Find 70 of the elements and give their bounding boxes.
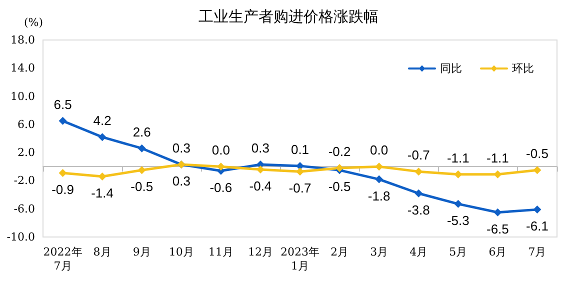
point — [375, 162, 384, 171]
point — [454, 200, 462, 208]
data-label: -1.1 — [446, 150, 470, 166]
y-tick-label: -10.0 — [6, 230, 35, 244]
y-axis-title: (%) — [24, 16, 43, 29]
x-tick-label: 5月 — [449, 246, 468, 258]
point — [216, 162, 225, 171]
y-tick-label: -2.0 — [14, 174, 35, 188]
data-label: -0.7 — [288, 180, 312, 196]
chart-title: 工业生产者购进价格涨跌幅 — [198, 8, 378, 26]
data-label: 0.3 — [251, 140, 270, 156]
y-tick-label: -6.0 — [14, 202, 35, 216]
data-label: -0.5 — [328, 179, 351, 194]
x-tick-label: 3月 — [370, 246, 388, 258]
point — [138, 144, 146, 152]
point — [58, 116, 67, 125]
y-tick-label: 18.0 — [10, 34, 35, 46]
point — [296, 168, 304, 176]
legend-label: 同比 — [440, 62, 462, 75]
data-label: -5.3 — [446, 212, 470, 228]
point — [138, 166, 146, 174]
data-label: 0.3 — [172, 174, 190, 189]
data-label: -1.4 — [91, 185, 114, 200]
y-tick-label: 14.0 — [10, 62, 35, 75]
y-tick-label: 2.0 — [18, 146, 35, 160]
data-label: 0.1 — [290, 142, 310, 157]
data-label: -3.8 — [407, 202, 430, 218]
x-tick-label: 12月 — [248, 246, 273, 258]
x-tick-label: 11月 — [208, 246, 234, 258]
x-tick-label: 2022年 7月 — [43, 246, 82, 272]
data-label: 0.0 — [212, 142, 230, 158]
data-label: -0.9 — [52, 182, 74, 197]
data-label: -0.6 — [210, 180, 232, 195]
data-label: -0.5 — [526, 146, 548, 162]
legend-label: 环比 — [512, 62, 534, 75]
data-label: -6.5 — [486, 221, 509, 236]
point — [375, 175, 384, 184]
point — [533, 166, 542, 174]
data-label: -6.1 — [526, 218, 548, 234]
data-label: -1.1 — [486, 150, 509, 166]
point — [98, 133, 106, 142]
point — [414, 189, 423, 198]
data-label: 0.3 — [172, 140, 190, 156]
data-label: -0.4 — [249, 178, 272, 194]
point — [494, 170, 502, 178]
x-tick-label: 2023年 1月 — [280, 246, 320, 272]
data-label: 6.5 — [54, 96, 72, 112]
x-tick-label: 8月 — [93, 246, 112, 258]
data-label: -0.5 — [130, 179, 154, 194]
x-tick-label: 7月 — [528, 246, 546, 258]
data-label: 0.0 — [370, 142, 388, 158]
point — [494, 208, 502, 216]
data-label: -0.2 — [328, 144, 351, 160]
point — [414, 168, 423, 176]
point — [58, 168, 67, 177]
data-label: -0.7 — [407, 148, 430, 163]
point — [296, 162, 304, 170]
point — [454, 170, 462, 178]
x-tick-label: 2月 — [330, 246, 349, 258]
data-label: 4.2 — [93, 113, 112, 128]
x-tick-label: 10月 — [168, 246, 194, 258]
x-tick-label: 4月 — [410, 246, 428, 258]
data-label: -1.8 — [368, 188, 390, 204]
point — [98, 172, 106, 180]
x-tick-label: 9月 — [132, 246, 151, 258]
x-tick-label: 6月 — [488, 246, 507, 258]
point — [533, 206, 542, 214]
data-label: 2.6 — [132, 124, 151, 140]
y-tick-label: 6.0 — [18, 118, 35, 131]
y-tick-label: 10.0 — [10, 90, 35, 103]
